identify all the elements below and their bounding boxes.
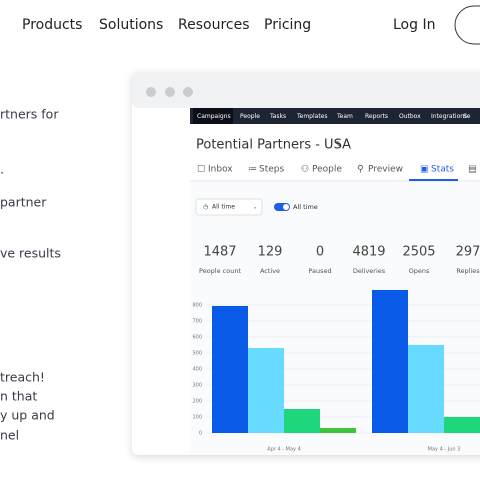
stat-label: Replies [456,267,480,275]
menu-active [193,108,233,124]
tab-icon: ▣ [420,165,429,175]
stat-label: Paused [308,267,331,275]
y-tick-label: 700 [192,319,202,325]
menu-item[interactable]: Tasks [269,113,286,120]
y-tick-label: 400 [192,367,202,373]
y-tick-label: 500 [192,351,202,357]
filter-label: All time [212,204,235,211]
filter-dropdown[interactable] [195,198,263,216]
hero-text: partner [0,195,47,210]
menu-bar [190,108,480,124]
menu-item[interactable]: Reports [365,113,388,120]
tab[interactable]: Steps [259,165,284,175]
y-tick-label: 300 [192,383,202,389]
y-tick-label: 200 [192,399,202,405]
clock-icon: ◷ [203,204,208,211]
y-tick-label: 0 [199,431,202,437]
hero-text: y up and [0,408,55,423]
nav-link[interactable]: Resources [178,17,250,33]
tab[interactable]: Stats [431,165,454,175]
stat-label: Opens [409,267,430,275]
window-titlebar [132,72,480,108]
edit-icon[interactable]: ✎ [335,141,343,151]
tab-icon: ≔ [248,165,257,175]
hero-text: . [0,162,4,177]
menu-item[interactable]: Integrations [431,113,467,120]
tab-icon: ⚇ [301,165,309,175]
tab[interactable]: Inbox [208,165,233,175]
hero-text: n that [0,389,37,404]
x-tick-label: May 4 - Jun 3 [428,447,461,453]
tab-icon: ▤ [468,165,477,175]
stat-value: 297 [456,245,480,260]
y-tick-label: 600 [192,335,202,341]
nav-link[interactable]: Pricing [264,17,311,33]
bar [284,409,320,433]
menu-item[interactable]: Team [336,113,353,120]
tab[interactable]: People [312,165,342,175]
menu-item[interactable]: Templates [296,113,328,120]
x-tick-label: Apr 4 - May 4 [267,447,301,453]
hero-text: nel [0,428,19,443]
menu-item[interactable]: Outbox [399,113,421,120]
stat-value: 129 [258,245,283,260]
bar [372,289,408,433]
window-dot [183,87,193,97]
stat-label: Active [260,267,280,275]
stat-value: 2505 [402,245,435,260]
window-dot [165,87,175,97]
tab-icon: ⚲ [357,165,364,175]
stat-value: 1487 [203,245,236,260]
menu-item[interactable]: Campaigns [197,113,231,120]
bar [212,305,248,433]
hero-text: treach! [0,370,45,385]
bar [248,348,284,433]
y-tick-label: 800 [192,303,202,309]
y-tick-label: 100 [192,415,202,421]
window-dot [146,87,156,97]
bar [408,345,444,433]
hero-text: ve results [0,246,61,261]
campaign-title: Potential Partners - USA [196,138,351,153]
stat-label: Deliveries [353,267,386,275]
nav-link[interactable]: Products [22,17,82,33]
toggle-knob [283,204,289,210]
menu-item[interactable]: Se [463,113,471,120]
menu-item[interactable]: People [240,113,260,120]
bar [320,428,356,433]
signup-button[interactable] [454,5,480,45]
stat-value: 4819 [352,245,385,260]
tab[interactable]: Preview [368,165,403,175]
hero-text: rtners for [0,107,59,122]
stat-label: People count [199,267,241,275]
login-link[interactable]: Log In [393,17,435,33]
tab-icon: ☐ [197,165,205,175]
dropdown-caret: ⌄ [253,205,257,211]
bar [444,417,480,433]
nav-link[interactable]: Solutions [99,17,163,33]
stat-value: 0 [316,245,324,260]
toggle-label: All time [293,203,318,211]
